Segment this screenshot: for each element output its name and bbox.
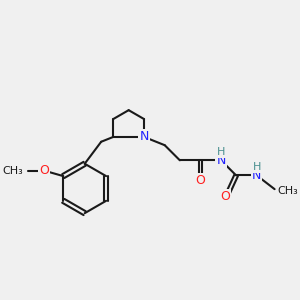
Text: H: H (217, 147, 225, 157)
Text: O: O (196, 174, 206, 188)
Text: N: N (140, 130, 149, 143)
Text: CH₃: CH₃ (278, 185, 298, 196)
Text: N: N (216, 154, 226, 167)
Text: N: N (252, 169, 261, 182)
Text: O: O (220, 190, 230, 202)
Text: H: H (253, 162, 261, 172)
Text: O: O (39, 164, 49, 177)
Text: CH₃: CH₃ (3, 166, 23, 176)
